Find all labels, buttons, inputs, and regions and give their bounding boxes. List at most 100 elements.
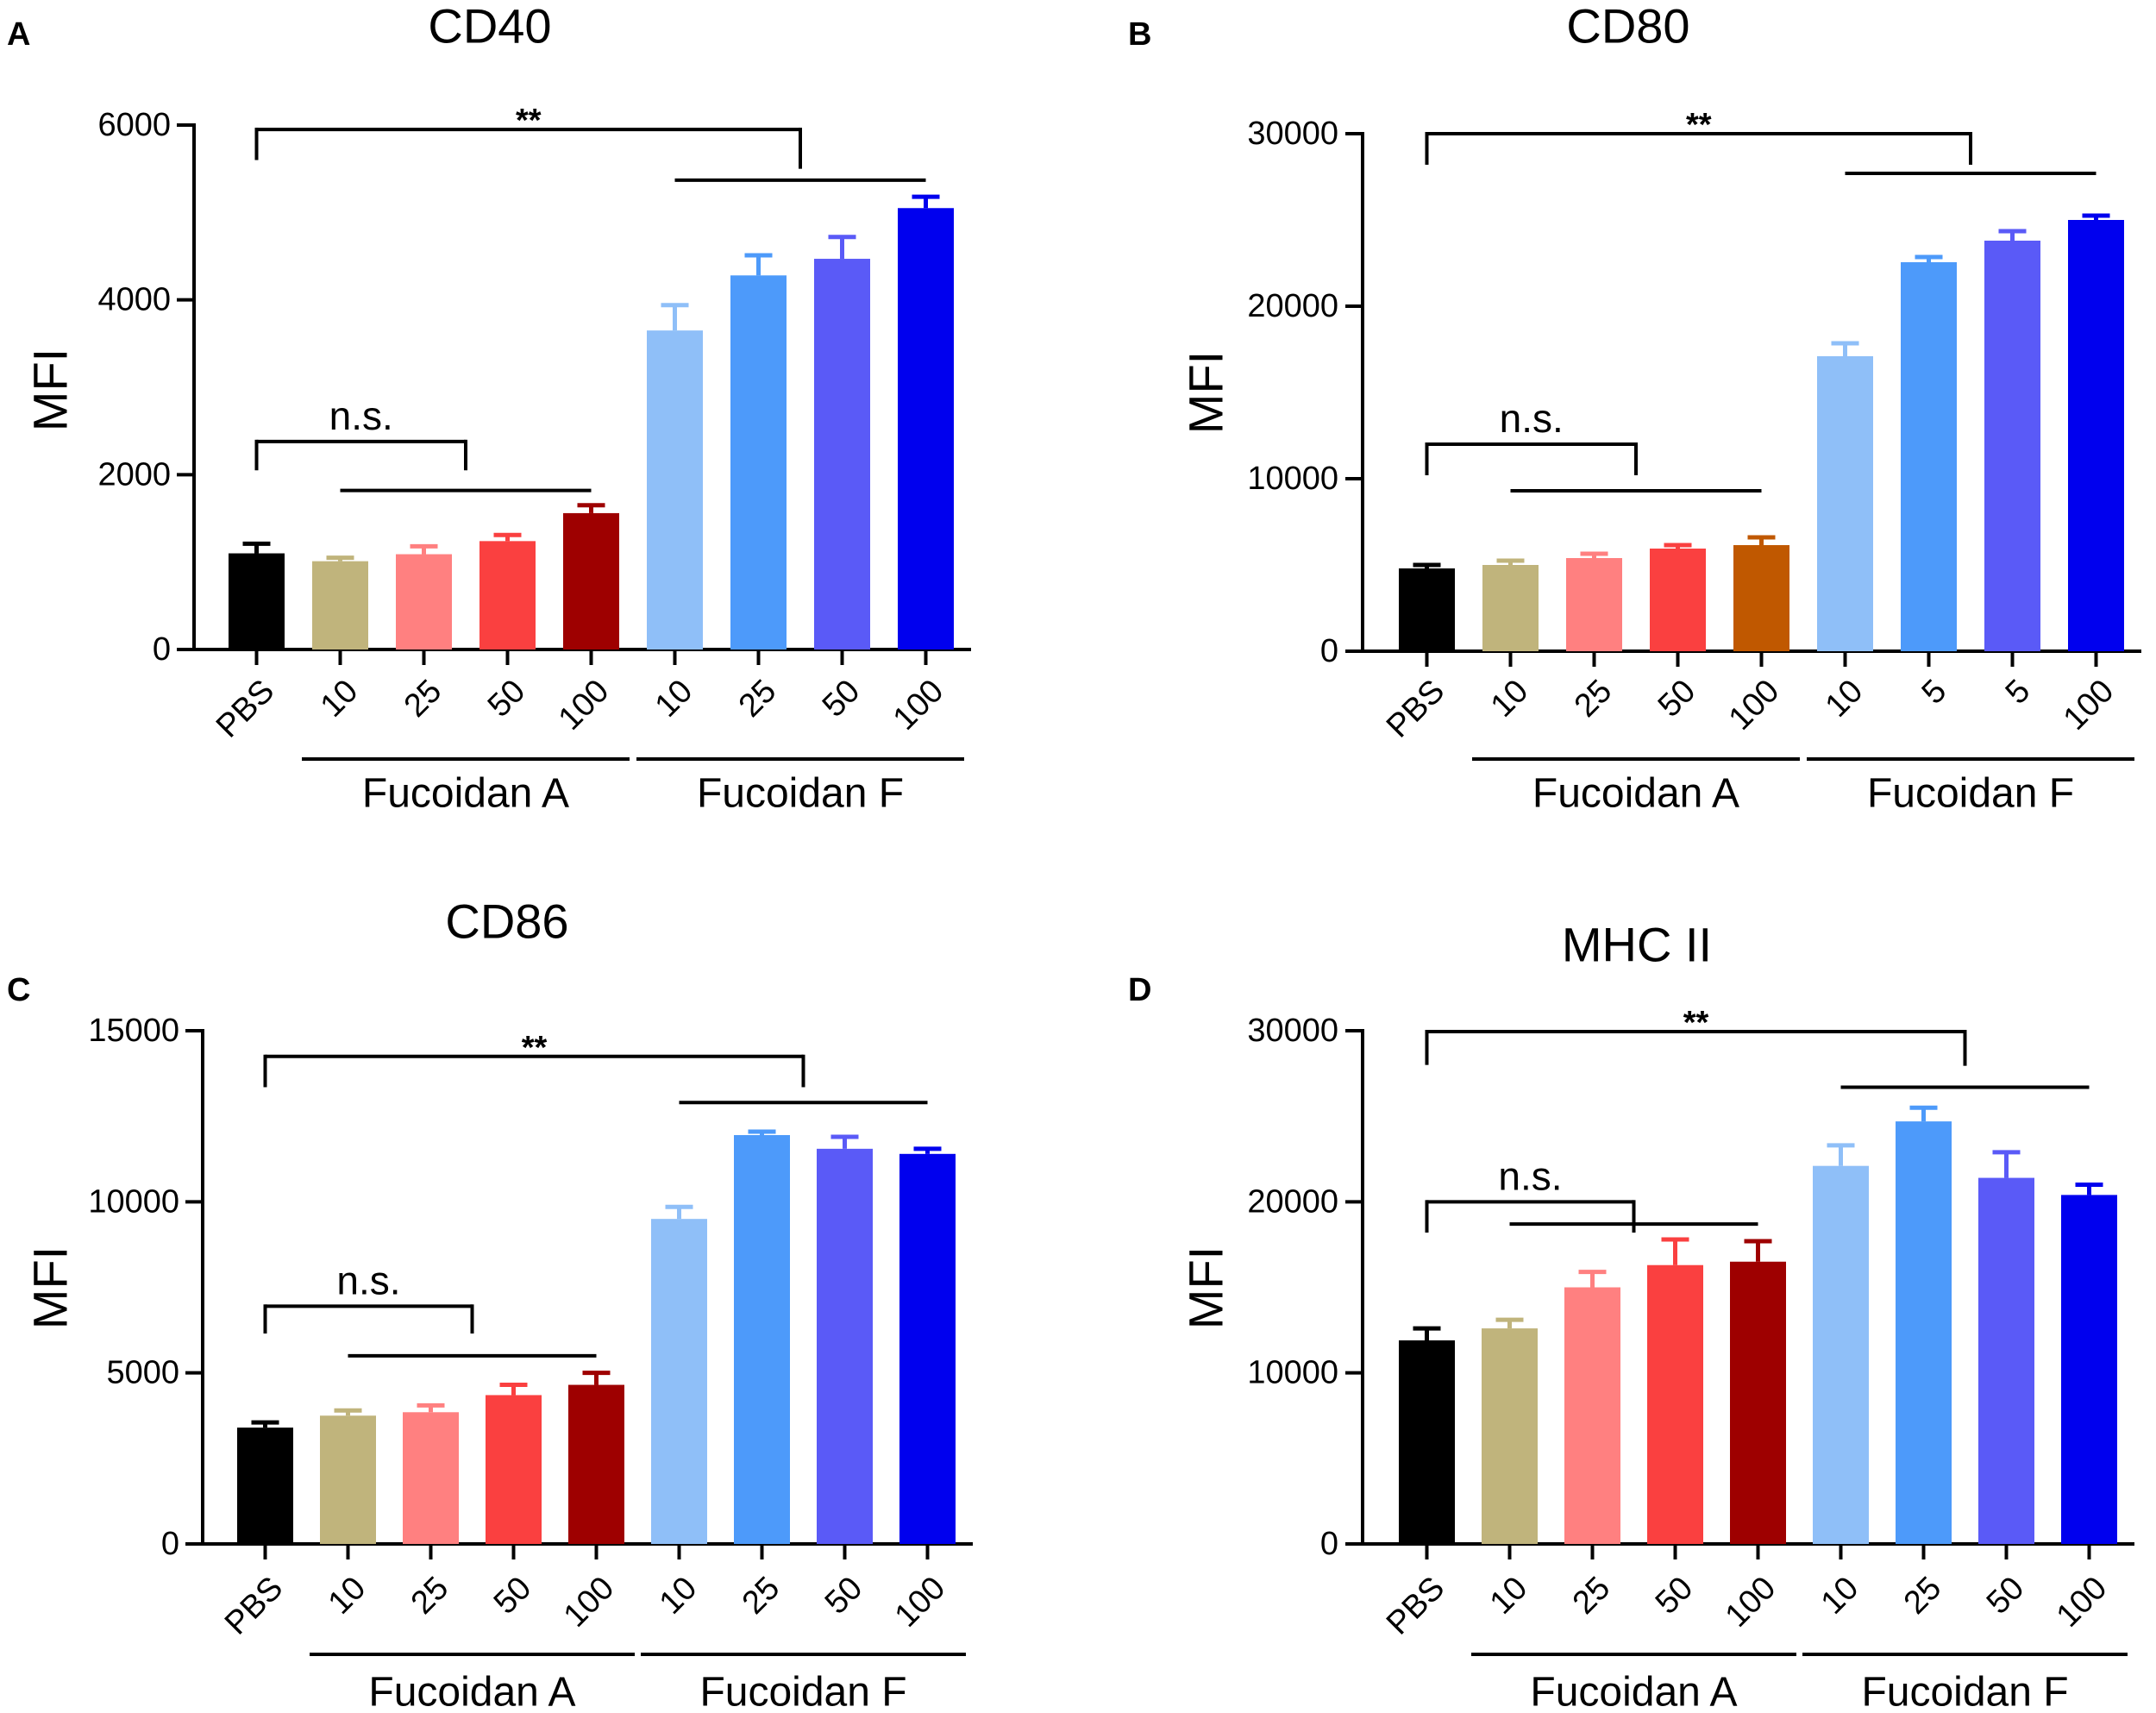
bar bbox=[1978, 1177, 2034, 1544]
x-category-label: 50 bbox=[481, 673, 533, 725]
x-category-label: PBS bbox=[1380, 673, 1451, 744]
x-category-label: PBS bbox=[210, 673, 281, 744]
y-tick-label: 0 bbox=[1320, 1526, 1338, 1562]
y-tick-label: 0 bbox=[1320, 633, 1338, 669]
bar bbox=[1650, 549, 1706, 651]
significance-label: ** bbox=[1683, 1005, 1709, 1041]
chart-title: CD80 bbox=[1566, 0, 1689, 53]
panel-a: A CD40 MFI 0 2000 4000 6000 PBS 10 25 50 100 10 25 50 1… bbox=[7, 0, 971, 817]
x-category-label: 25 bbox=[736, 1570, 787, 1622]
bar bbox=[1647, 1264, 1703, 1544]
x-category-label: 100 bbox=[552, 673, 617, 737]
bar bbox=[1482, 565, 1539, 651]
y-tick-label: 6000 bbox=[97, 107, 171, 143]
significance-label: n.s. bbox=[1500, 396, 1564, 441]
significance-label: ** bbox=[1686, 107, 1712, 143]
y-tick-label: 30000 bbox=[1247, 1013, 1338, 1049]
significance-label: n.s. bbox=[336, 1258, 400, 1302]
bar bbox=[647, 330, 703, 649]
bar bbox=[1399, 1340, 1455, 1544]
bar bbox=[563, 512, 619, 649]
bar bbox=[898, 208, 954, 649]
panel-letter: B bbox=[1128, 16, 1151, 53]
bar bbox=[320, 1415, 376, 1544]
y-tick-label: 30000 bbox=[1247, 116, 1338, 152]
y-tick-label: 5000 bbox=[106, 1355, 179, 1391]
y-axis-label: MFI bbox=[1179, 351, 1233, 434]
bar bbox=[1901, 262, 1957, 651]
bar bbox=[568, 1384, 624, 1544]
panel-c: C CD86 MFI 0 5000 10000 15000 PBS 10 25 50 100 10 25 5… bbox=[7, 894, 973, 1713]
significance-label: n.s. bbox=[329, 393, 393, 438]
x-category-label: 10 bbox=[1484, 673, 1536, 725]
x-category-label: 50 bbox=[487, 1570, 539, 1622]
y-tick-label: 10000 bbox=[1247, 461, 1338, 497]
x-category-label: 25 bbox=[1568, 673, 1620, 725]
significance-label: ** bbox=[516, 103, 542, 139]
panel-b: B CD80 MFI 0 10000 20000 30000 PBS 10 25 50 100 10 5 5… bbox=[1128, 0, 2141, 817]
bar bbox=[1817, 356, 1873, 651]
bar bbox=[1896, 1121, 1952, 1544]
x-category-label: 50 bbox=[1651, 673, 1703, 725]
x-category-label: 100 bbox=[2050, 1570, 2115, 1635]
x-category-label: 25 bbox=[404, 1570, 456, 1622]
x-category-label: 10 bbox=[1483, 1570, 1535, 1622]
y-tick-label: 10000 bbox=[88, 1183, 179, 1220]
bar bbox=[229, 553, 285, 649]
y-tick-label: 2000 bbox=[97, 456, 171, 493]
x-category-label: PBS bbox=[218, 1570, 290, 1641]
y-tick-label: 15000 bbox=[88, 1013, 179, 1049]
bar bbox=[1730, 1261, 1786, 1544]
bar bbox=[734, 1134, 790, 1544]
bar bbox=[2061, 1195, 2117, 1544]
y-tick-label: 0 bbox=[153, 631, 171, 668]
group-label: Fucoidan F bbox=[1861, 1670, 2068, 1713]
x-category-label: 10 bbox=[653, 1570, 705, 1622]
bar bbox=[479, 541, 536, 649]
bar bbox=[1984, 241, 2040, 651]
bar bbox=[730, 275, 787, 649]
panel-d: D MHC II MFI 0 10000 20000 30000 PBS 10 25 50 100 10… bbox=[1128, 918, 2134, 1713]
x-category-label: 100 bbox=[2057, 673, 2122, 737]
significance-label: n.s. bbox=[1498, 1153, 1562, 1198]
x-category-label: 50 bbox=[816, 673, 868, 725]
x-category-label: 100 bbox=[1719, 1570, 1783, 1635]
bar bbox=[403, 1412, 459, 1544]
bar bbox=[1813, 1165, 1869, 1544]
group-label: Fucoidan F bbox=[699, 1670, 906, 1713]
bar bbox=[237, 1428, 293, 1544]
panel-letter: A bbox=[7, 16, 30, 53]
x-category-label: 50 bbox=[818, 1570, 870, 1622]
bar bbox=[1482, 1328, 1538, 1544]
x-category-label: 100 bbox=[888, 1570, 953, 1635]
y-tick-label: 0 bbox=[161, 1526, 179, 1562]
bar bbox=[2068, 220, 2124, 651]
group-label: Fucoidan A bbox=[1530, 1670, 1737, 1713]
x-category-label: 25 bbox=[1566, 1570, 1618, 1622]
bar bbox=[817, 1148, 873, 1544]
x-category-label: 50 bbox=[1980, 1570, 2032, 1622]
x-category-label: 25 bbox=[1897, 1570, 1949, 1622]
group-label: Fucoidan A bbox=[362, 771, 569, 817]
y-axis-label: MFI bbox=[1179, 1246, 1233, 1329]
x-category-label: 100 bbox=[557, 1570, 622, 1635]
panel-letter: D bbox=[1128, 972, 1151, 1008]
chart-title: CD86 bbox=[445, 894, 568, 949]
x-category-label: 100 bbox=[887, 673, 951, 737]
y-axis-label: MFI bbox=[23, 348, 78, 431]
bar bbox=[312, 561, 368, 649]
x-category-label: 50 bbox=[1649, 1570, 1701, 1622]
bar bbox=[1399, 568, 1455, 651]
bar bbox=[899, 1153, 956, 1544]
y-axis-label: MFI bbox=[23, 1246, 78, 1329]
bar bbox=[396, 554, 452, 649]
bar bbox=[1564, 1287, 1620, 1544]
bar bbox=[651, 1219, 707, 1544]
bar bbox=[1733, 545, 1789, 651]
group-label: Fucoidan A bbox=[1532, 771, 1739, 817]
x-category-label: PBS bbox=[1380, 1570, 1451, 1641]
y-tick-label: 20000 bbox=[1247, 1183, 1338, 1220]
x-category-label: 10 bbox=[1814, 1570, 1866, 1622]
x-category-label: 25 bbox=[732, 673, 784, 725]
